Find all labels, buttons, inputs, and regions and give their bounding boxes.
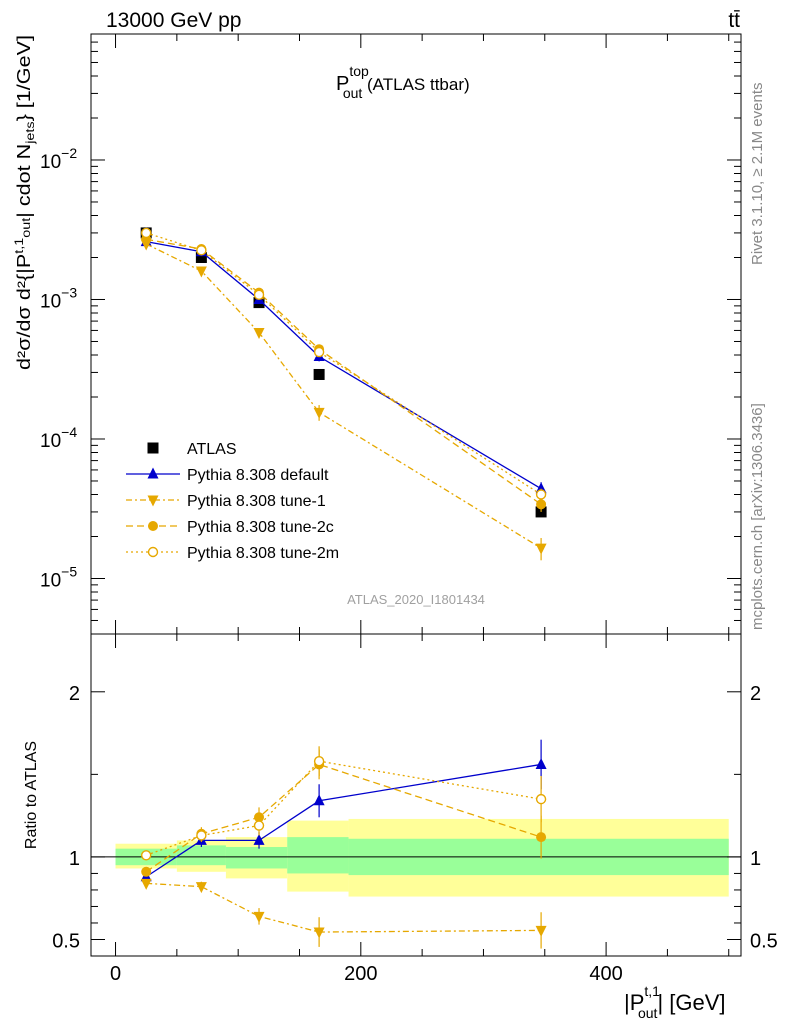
data-point-tune2m bbox=[196, 245, 207, 256]
x-tick-label: 400 bbox=[589, 963, 622, 985]
mcplots-reference-label: mcplots.cern.ch [arXiv:1306.3436] bbox=[749, 403, 766, 630]
legend-label-default: Pythia 8.308 default bbox=[187, 467, 329, 484]
main-y-tick-label: 10−4 bbox=[40, 424, 77, 452]
data-point-tune2m bbox=[535, 489, 547, 500]
ratio-y-tick-label-right: 0.5 bbox=[750, 930, 778, 952]
ratio-point-tune1 bbox=[535, 925, 547, 937]
ratio-panel: 0.5 0.5 1 1 2 2 0 200 400 bbox=[52, 633, 778, 985]
main-y-tick-label: 10−2 bbox=[40, 145, 77, 173]
ratio-line-tune1 bbox=[146, 882, 542, 933]
data-point-atlas bbox=[313, 368, 325, 380]
series-tune2m bbox=[140, 227, 547, 501]
process-label: tt̄ bbox=[728, 9, 740, 32]
ratio-point-tune2m bbox=[253, 820, 265, 831]
ratio-line-tune2m bbox=[145, 760, 542, 856]
legend-label-tune2c: Pythia 8.308 tune-2c bbox=[187, 519, 334, 536]
main-y-tick-label: 10−5 bbox=[40, 563, 77, 591]
x-tick-label: 0 bbox=[110, 963, 121, 985]
ratio-band-inner bbox=[287, 837, 349, 874]
rivet-version-label: Rivet 3.1.10, ≥ 2.1M events bbox=[749, 83, 766, 266]
data-point-tune1 bbox=[313, 407, 325, 419]
data-point-tune2c bbox=[536, 499, 547, 510]
data-point-tune2m bbox=[140, 227, 152, 239]
legend-label-atlas: ATLAS bbox=[187, 441, 237, 458]
legend-label-tune2m: Pythia 8.308 tune-2m bbox=[187, 545, 339, 562]
x-tick-label: 200 bbox=[344, 963, 377, 985]
ratio-point-tune1 bbox=[195, 882, 207, 894]
legend-label-tune1: Pythia 8.308 tune-1 bbox=[187, 493, 326, 510]
main-y-axis-label: d²σ/dσ d²{|Pt,1out| cdot Njets} [1/GeV] bbox=[12, 35, 37, 370]
ratio-point-tune2c bbox=[536, 832, 547, 843]
xlabel-sub: out bbox=[638, 1005, 658, 1021]
title-sup: top bbox=[349, 63, 369, 79]
main-title: Ptop out (ATLAS ttbar) bbox=[336, 63, 470, 101]
ratio-y-tick-label-right: 1 bbox=[750, 848, 761, 870]
analysis-watermark: ATLAS_2020_I1801434 bbox=[347, 592, 485, 607]
ratio-point-tune2c bbox=[141, 866, 152, 877]
legend-marker-tune2m bbox=[147, 546, 159, 558]
x-axis-label: |Pt,1 out| [GeV] bbox=[624, 983, 726, 1021]
ratio-point-default bbox=[535, 757, 547, 769]
title-sub: out bbox=[343, 85, 363, 101]
data-point-tune1 bbox=[535, 543, 547, 555]
legend-marker-tune2c bbox=[148, 521, 158, 531]
legend-marker-atlas bbox=[147, 442, 159, 454]
ratio-y-tick-label: 1 bbox=[69, 848, 80, 870]
ratio-y-tick-label: 0.5 bbox=[52, 930, 80, 952]
energy-label: 13000 GeV pp bbox=[106, 9, 241, 32]
legend-marker-tune1 bbox=[147, 495, 159, 507]
data-point-tune1 bbox=[253, 327, 265, 339]
ratio-y-tick-label-right: 2 bbox=[750, 683, 761, 705]
data-point-tune1 bbox=[195, 266, 207, 278]
ratio-y-axis-label: Ratio to ATLAS bbox=[23, 741, 40, 849]
title-main: P bbox=[336, 73, 349, 95]
series-line-tune2c bbox=[146, 238, 542, 505]
data-point-tune2m bbox=[313, 346, 325, 358]
ratio-point-tune2m bbox=[313, 755, 325, 767]
ratio-band-inner bbox=[176, 845, 226, 866]
ratio-point-tune2m bbox=[535, 793, 547, 805]
xlabel-sup: t,1 bbox=[644, 983, 660, 999]
ratio-frame bbox=[90, 633, 742, 957]
ratio-point-tune1 bbox=[313, 927, 325, 939]
ratio-point-default bbox=[253, 833, 265, 845]
ratio-series-tune1 bbox=[140, 878, 547, 949]
data-point-atlas bbox=[195, 251, 207, 263]
xlabel-main: |P bbox=[624, 990, 644, 1015]
title-rest: (ATLAS ttbar) bbox=[362, 75, 469, 94]
data-point-tune2m bbox=[253, 289, 265, 301]
legend: ATLAS Pythia 8.308 default Pythia 8.308 tu… bbox=[126, 441, 339, 562]
ratio-point-default bbox=[313, 794, 325, 806]
ratio-point-tune2m bbox=[196, 830, 207, 841]
xlabel-rest: | [GeV] bbox=[657, 990, 725, 1015]
ratio-point-tune1 bbox=[253, 911, 265, 923]
main-y-tick-label: 10−3 bbox=[40, 284, 77, 312]
ratio-series-tune2m bbox=[140, 746, 547, 861]
ratio-band-inner bbox=[225, 847, 288, 869]
ratio-point-tune2m bbox=[140, 850, 152, 861]
ratio-y-tick-label: 2 bbox=[69, 683, 80, 705]
ratio-point-tune1 bbox=[140, 878, 152, 890]
legend-marker-default bbox=[147, 467, 159, 479]
